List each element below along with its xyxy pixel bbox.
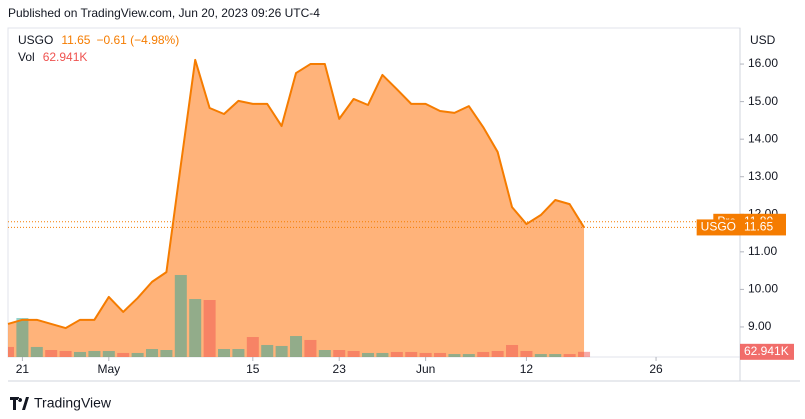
footer-logo [10, 397, 29, 410]
volume-bar [347, 350, 360, 357]
volume-bar [160, 350, 173, 357]
volume-bar [102, 350, 115, 357]
volume-bar [491, 350, 504, 357]
volume-bar [16, 318, 29, 357]
x-tick-label: 26 [649, 362, 663, 376]
volume-bar [448, 354, 461, 357]
legend-vol-value: 62.941K [43, 50, 88, 64]
volume-bar [246, 337, 259, 357]
legend-price: 11.65 [61, 33, 90, 47]
y-tick-label: 14.00 [748, 131, 778, 145]
y-tick-label: 13.00 [748, 169, 778, 183]
legend-change: −0.61 (−4.98%) [96, 33, 179, 47]
volume-bar [275, 345, 288, 357]
volume-bar [74, 351, 87, 357]
x-tick-label: May [97, 362, 120, 376]
volume-bar [390, 351, 403, 357]
volume-bar [8, 346, 14, 357]
volume-bar [462, 354, 475, 357]
volume-bar [290, 336, 303, 357]
volume-bar [174, 274, 187, 357]
x-tick-label: 12 [520, 362, 534, 376]
y-tick-label: 15.00 [748, 94, 778, 108]
volume-bar [549, 354, 562, 357]
last-tag-name-bg [696, 219, 740, 236]
currency: USD [750, 33, 776, 47]
volume-bar [434, 352, 447, 357]
volume-bar [232, 349, 245, 357]
legend-vol: Vol [18, 50, 35, 64]
volume-bar [405, 351, 418, 357]
volume-bar [117, 352, 130, 357]
footer: TradingView [34, 395, 112, 411]
volume-bar [146, 349, 159, 357]
volume-bar [59, 350, 72, 357]
volume-bar [362, 352, 375, 357]
volume-bar [520, 350, 533, 357]
y-tick-label: 9.00 [748, 319, 772, 333]
last-tag [740, 219, 786, 236]
volume-bar [333, 350, 346, 357]
volume-bar [419, 352, 432, 357]
volume-bar [506, 344, 519, 357]
price-line [7, 58, 585, 330]
volume-bar [578, 351, 591, 357]
price-area [8, 59, 585, 357]
volume-bar [304, 339, 317, 357]
legend-symbol: USGO [18, 33, 53, 47]
volume-bar [203, 300, 216, 357]
last-tag-name: USGO [701, 220, 736, 234]
volume-tag [740, 343, 794, 360]
volume-bar [534, 354, 547, 357]
volume-bar [477, 351, 490, 357]
volume-tag-label: 62.941K [744, 344, 789, 358]
x-tick-label: 23 [333, 362, 347, 376]
legend: USGO 11.65 −0.61 (−4.98%) Vol 62.941K [18, 33, 179, 64]
x-tick-label: Jun [416, 362, 435, 376]
x-tick-label: 15 [246, 362, 260, 376]
volume-bar [30, 346, 43, 357]
volume-bar [563, 354, 576, 357]
volume-bar [88, 350, 101, 357]
header: Published on TradingView.com, Jun 20, 20… [8, 6, 320, 20]
volume-bar [131, 352, 144, 357]
x-tick-label: 21 [16, 362, 30, 376]
volume-bar [218, 349, 231, 357]
last-tag-label: 11.65 [744, 220, 773, 234]
y-tick-label: 10.00 [748, 282, 778, 296]
y-tick-label: 11.00 [748, 244, 777, 258]
volume-bar [45, 350, 58, 357]
y-tick-label: 16.00 [748, 56, 778, 70]
volume-bar [189, 299, 202, 357]
volume-bar [318, 350, 331, 357]
volume-bar [261, 344, 274, 357]
volume-bar [376, 352, 389, 357]
